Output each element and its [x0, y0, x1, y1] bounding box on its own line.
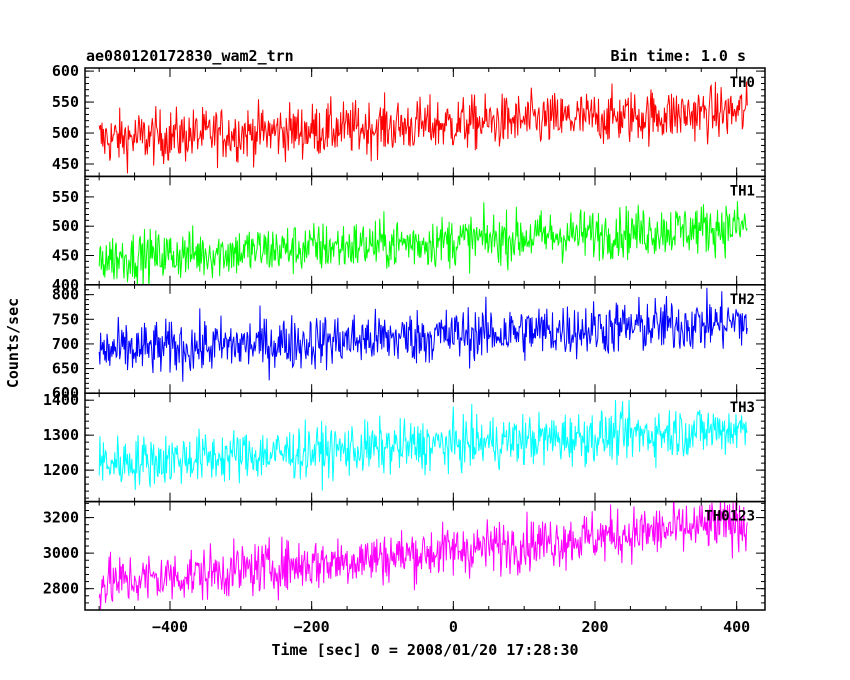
y-tick-label: 2800 — [43, 580, 79, 598]
x-axis-label: Time [sec] 0 = 2008/01/20 17:28:30 — [271, 641, 578, 659]
y-axis-label: Counts/sec — [4, 298, 22, 388]
x-tick-label: −200 — [294, 618, 330, 636]
y-tick-label: 800 — [52, 286, 79, 304]
y-tick-label: 450 — [52, 247, 79, 265]
y-tick-label: 550 — [52, 93, 79, 111]
x-tick-label: 0 — [449, 618, 458, 636]
panel-label-th0: TH0 — [730, 75, 755, 91]
x-tick-label: 400 — [723, 618, 750, 636]
y-tick-label: 500 — [52, 124, 79, 142]
frame-group: 450 500 550 600 TH0 400 450 500 550 TH1 600 650 700 7… — [43, 62, 766, 611]
panel-label-th3: TH3 — [730, 400, 755, 416]
series-th1 — [98, 201, 748, 285]
chart-title: ae080120172830_wam2_trn — [86, 47, 294, 65]
series-th2 — [98, 287, 748, 382]
panel-label-th0123: TH0123 — [704, 509, 755, 525]
y-tick-label: 3200 — [43, 509, 79, 527]
y-tick-label: 3000 — [43, 544, 79, 562]
y-tick-label: 750 — [52, 310, 79, 328]
y-tick-label: 400 — [52, 276, 79, 294]
x-tick-label: −400 — [152, 618, 188, 636]
panel-label-th1: TH1 — [730, 183, 755, 199]
y-tick-label: 600 — [52, 384, 79, 402]
panels-group — [98, 81, 748, 610]
y-tick-label: 1300 — [43, 426, 79, 444]
y-tick-label: 600 — [52, 62, 79, 80]
series-th0123 — [98, 501, 748, 610]
y-tick-label: 1200 — [43, 461, 79, 479]
series-th3 — [98, 399, 748, 491]
y-tick-label: 650 — [52, 360, 79, 378]
y-tick-label: 500 — [52, 217, 79, 235]
y-tick-label: 450 — [52, 155, 79, 173]
y-tick-label: 550 — [52, 188, 79, 206]
panel-label-th2: TH2 — [730, 292, 755, 308]
y-tick-label: 700 — [52, 335, 79, 353]
y-tick-label: 1400 — [43, 391, 79, 409]
bin-time-label: Bin time: 1.0 s — [611, 47, 746, 65]
x-tick-label: 200 — [581, 618, 608, 636]
panel-frame-th0123 — [84, 500, 766, 611]
panel-frame-th3 — [84, 392, 766, 503]
series-th0 — [98, 81, 748, 174]
x-tick-labels: −400 −200 0 200 400 — [152, 618, 750, 636]
